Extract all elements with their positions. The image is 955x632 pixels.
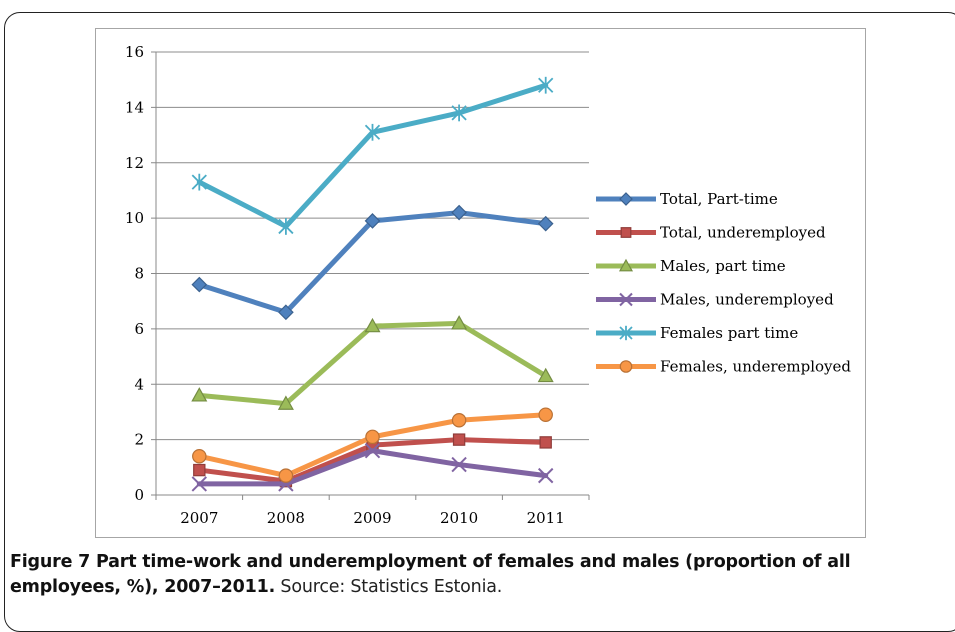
data-point <box>537 467 554 484</box>
y-tick-label: 14 <box>125 98 144 116</box>
data-point <box>278 304 294 321</box>
x-tick-label: 2009 <box>353 509 391 527</box>
data-point <box>191 476 208 492</box>
data-point <box>192 448 207 464</box>
data-point <box>364 317 381 333</box>
x-tick-label: 2008 <box>267 509 305 527</box>
x-axis: 2007 2008 2009 2010 2011 <box>155 495 590 527</box>
x-tick-label: 2010 <box>440 509 478 527</box>
data-point <box>191 173 207 191</box>
legend-label: Females part time <box>660 324 798 342</box>
data-point <box>451 104 467 122</box>
caption-title: Figure 7 Part time-work and underemploym… <box>10 552 851 597</box>
data-point <box>365 429 380 445</box>
data-point <box>364 442 381 459</box>
data-point <box>537 367 554 383</box>
data-point <box>451 456 467 473</box>
grid-lines <box>156 51 589 496</box>
data-point <box>277 395 294 410</box>
series-4 <box>191 76 554 235</box>
legend-label: Females, underemployed <box>660 358 851 376</box>
data-point-stroke <box>619 292 633 307</box>
y-tick-label: 10 <box>125 209 144 227</box>
y-tick-label: 8 <box>134 265 144 283</box>
data-point <box>620 227 632 238</box>
y-axis: 0 2 4 6 8 10 12 14 16 <box>125 43 157 504</box>
series-3 <box>191 442 554 492</box>
legend-label: Total, underemployed <box>660 224 826 242</box>
legend-item: Total, underemployed <box>596 224 826 242</box>
legend-item: Total, Part-time <box>596 190 778 208</box>
legend-label: Males, part time <box>660 257 786 275</box>
y-tick-label: 2 <box>134 431 144 449</box>
legend-item: Males, underemployed <box>596 291 834 309</box>
data-point <box>619 292 633 307</box>
legend-item: Males, part time <box>596 257 786 275</box>
data-point <box>191 276 208 293</box>
y-tick-label: 4 <box>134 375 144 393</box>
legend-label: Males, underemployed <box>660 291 834 309</box>
data-point-stroke <box>364 442 381 459</box>
data-point <box>364 123 381 141</box>
y-tick-label: 0 <box>134 486 144 504</box>
data-point <box>538 76 554 94</box>
legend-item: Females part time <box>596 324 798 342</box>
y-tick-label: 6 <box>134 320 144 338</box>
data-point-stroke <box>451 456 467 473</box>
data-point <box>191 387 208 402</box>
y-tick-label: 12 <box>125 154 144 172</box>
data-point <box>193 463 206 477</box>
plot-series <box>191 76 554 492</box>
data-point <box>278 218 294 235</box>
data-point <box>451 204 467 221</box>
caption-source: Source: Statistics Estonia. <box>275 577 503 597</box>
legend-label: Total, Part-time <box>660 190 778 208</box>
data-point <box>538 407 553 422</box>
data-point-stroke <box>537 467 554 484</box>
series-5 <box>192 407 553 483</box>
legend: Total, Part-time Total, underemployed Male… <box>596 190 851 376</box>
series-2 <box>191 315 554 410</box>
data-point <box>451 412 467 428</box>
chart-area: 0 2 4 6 8 10 12 14 16 2007 2008 2009 2010 2011 Total… <box>95 28 866 538</box>
x-tick-label: 2011 <box>527 509 565 527</box>
series-line <box>196 82 549 229</box>
series-0 <box>191 204 554 321</box>
data-point <box>619 360 633 373</box>
data-point <box>452 433 466 446</box>
data-point <box>364 213 381 229</box>
legend-item: Females, underemployed <box>596 358 851 376</box>
x-tick-label: 2007 <box>180 509 218 527</box>
data-point <box>537 215 554 232</box>
data-point <box>619 325 633 341</box>
series-line <box>196 320 549 407</box>
data-point <box>539 436 552 449</box>
y-tick-label: 16 <box>125 43 144 61</box>
line-chart: 0 2 4 6 8 10 12 14 16 2007 2008 2009 2010 2011 Total… <box>125 43 851 527</box>
data-point <box>619 192 633 206</box>
data-point <box>451 315 468 330</box>
data-point <box>618 258 634 272</box>
data-point-stroke <box>191 476 208 492</box>
data-point <box>278 468 294 483</box>
figure-caption: Figure 7 Part time-work and underemploym… <box>10 550 950 600</box>
